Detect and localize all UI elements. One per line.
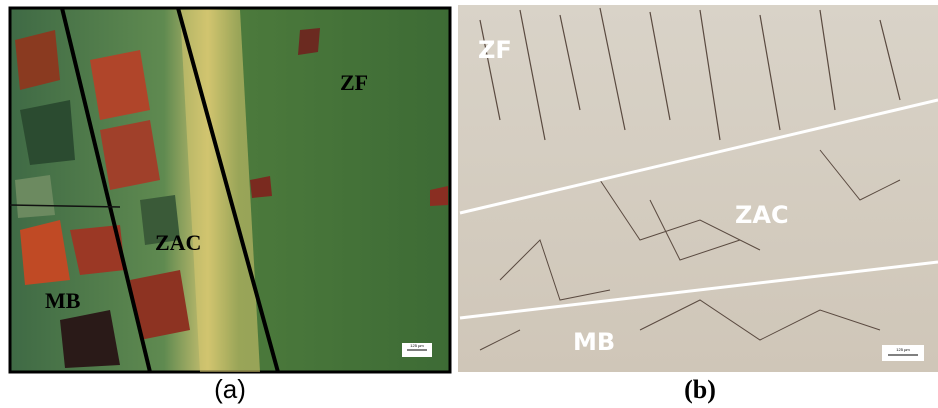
caption: (b) bbox=[684, 375, 716, 404]
zone-label: MB bbox=[45, 288, 81, 313]
grain bbox=[15, 30, 60, 90]
caption: (a) bbox=[214, 374, 246, 404]
figure: ZF ZAC MB 125 µm (a) ZF ZAC MB 125 µm (b… bbox=[0, 0, 938, 408]
scale-label: 125 µm bbox=[410, 343, 424, 348]
zone-label: ZAC bbox=[155, 230, 201, 255]
grain bbox=[90, 50, 150, 120]
grain bbox=[20, 100, 75, 165]
grain bbox=[100, 120, 160, 190]
zone-label: ZAC bbox=[735, 201, 789, 229]
grain bbox=[15, 175, 55, 218]
zone-label: ZF bbox=[340, 70, 368, 95]
panel-a: ZF ZAC MB 125 µm (a) bbox=[10, 8, 450, 404]
grain bbox=[298, 28, 320, 55]
zone-label: ZF bbox=[478, 36, 512, 64]
panel-b: ZF ZAC MB 125 µm (b) bbox=[458, 5, 938, 404]
grain bbox=[60, 310, 120, 368]
scale-label: 125 µm bbox=[896, 347, 910, 352]
zone-label: MB bbox=[573, 328, 615, 356]
